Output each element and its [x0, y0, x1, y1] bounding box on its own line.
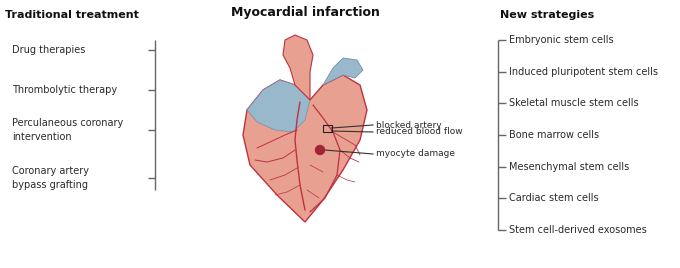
Text: Embryonic stem cells: Embryonic stem cells [509, 35, 613, 45]
Text: Myocardial infarction: Myocardial infarction [231, 6, 379, 19]
Text: Coronary artery
bypass grafting: Coronary artery bypass grafting [12, 166, 89, 189]
Text: reduced blood flow: reduced blood flow [376, 128, 462, 136]
Circle shape [316, 146, 324, 154]
Polygon shape [243, 75, 367, 222]
Polygon shape [323, 58, 363, 85]
Polygon shape [247, 80, 310, 132]
Text: Induced pluripotent stem cells: Induced pluripotent stem cells [509, 67, 658, 77]
Text: Cardiac stem cells: Cardiac stem cells [509, 193, 598, 203]
Text: New strategies: New strategies [500, 10, 594, 20]
Text: Bone marrow cells: Bone marrow cells [509, 130, 599, 140]
Text: blocked artery: blocked artery [376, 121, 441, 129]
Text: Thrombolytic therapy: Thrombolytic therapy [12, 85, 117, 95]
Text: Drug therapies: Drug therapies [12, 45, 86, 55]
Text: Stem cell-derived exosomes: Stem cell-derived exosomes [509, 225, 647, 235]
Bar [322, 125, 332, 132]
Text: Mesenchymal stem cells: Mesenchymal stem cells [509, 162, 629, 172]
Text: Perculaneous coronary
intervention: Perculaneous coronary intervention [12, 118, 123, 142]
Polygon shape [283, 35, 313, 100]
Text: myocyte damage: myocyte damage [376, 150, 455, 158]
Text: Skeletal muscle stem cells: Skeletal muscle stem cells [509, 98, 639, 108]
Text: Traditional treatment: Traditional treatment [5, 10, 139, 20]
